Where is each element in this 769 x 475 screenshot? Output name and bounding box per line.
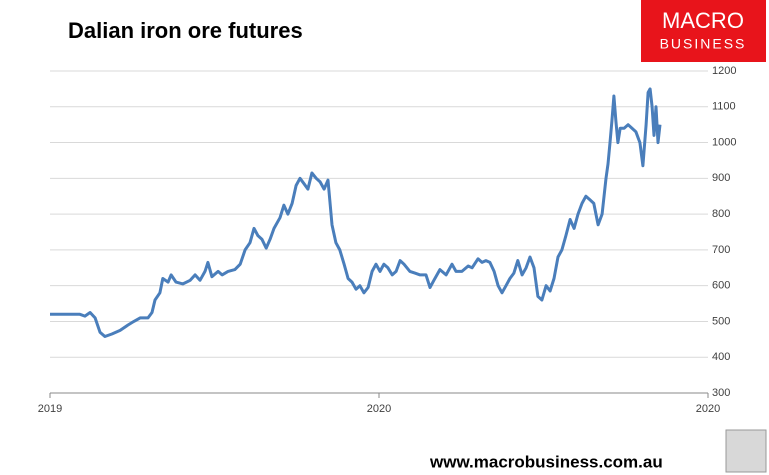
y-tick-label: 900 [712, 172, 730, 184]
y-tick-label: 1200 [712, 65, 736, 77]
y-tick-label: 300 [712, 387, 730, 399]
logo-line1: MACRO [662, 8, 744, 33]
y-tick-label: 700 [712, 244, 730, 256]
logo-background [641, 0, 766, 62]
x-tick-label: 2020 [696, 403, 720, 415]
x-tick-label: 2020 [367, 403, 391, 415]
y-tick-label: 1000 [712, 136, 736, 148]
y-tick-label: 800 [712, 208, 730, 220]
y-tick-label: 400 [712, 351, 730, 363]
x-tick-label: 2019 [38, 403, 62, 415]
y-tick-label: 600 [712, 280, 730, 292]
footer-url: www.macrobusiness.com.au [429, 452, 663, 471]
logo: MACRO BUSINESS [641, 0, 766, 62]
data-line [50, 87, 662, 338]
y-tick-label: 1100 [712, 101, 736, 113]
logo-line2: BUSINESS [660, 36, 747, 52]
chart-title: Dalian iron ore futures [68, 18, 303, 43]
y-tick-label: 500 [712, 315, 730, 327]
mascot-icon [725, 429, 767, 473]
